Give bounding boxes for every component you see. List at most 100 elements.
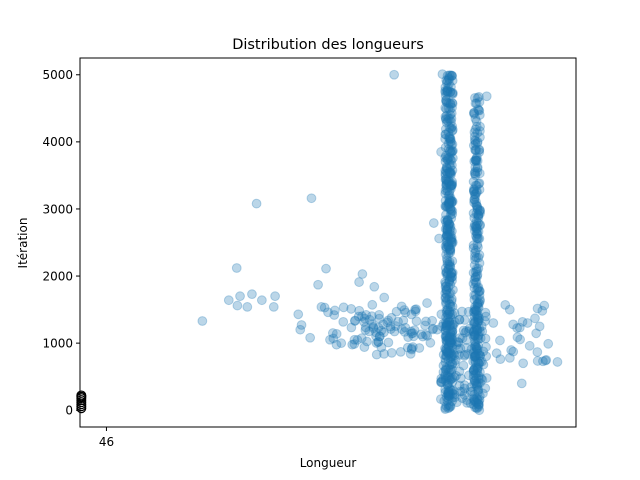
data-point [443,241,454,252]
data-point [441,163,452,173]
data-point [446,140,457,151]
data-point [475,219,485,230]
data-point [444,391,454,401]
data-point [445,154,456,165]
data-point [446,81,456,92]
data-point [480,333,491,344]
data-point [473,204,483,215]
data-point [472,356,483,367]
data-point [459,389,470,400]
data-point [457,393,468,404]
data-point [440,165,451,176]
data-point [473,330,484,341]
data-point [474,147,485,158]
data-point [473,104,483,115]
data-point [447,180,457,191]
data-point [464,326,474,337]
data-point [470,357,481,368]
data-point [481,373,492,383]
data-point [440,241,451,252]
data-point [473,242,483,253]
data-point [461,342,472,353]
data-point [338,302,349,313]
data-point [446,268,457,278]
data-point [440,91,451,101]
data-point [447,377,458,387]
data-point [504,353,515,363]
data-point [441,286,452,296]
data-point [441,344,451,355]
data-point [449,358,460,369]
data-point [399,305,410,315]
data-point [406,326,416,337]
data-point [473,334,484,345]
data-point [428,218,439,228]
data-point [295,324,306,335]
data-point [468,393,479,404]
data-point [470,369,481,379]
data-point [470,290,481,300]
data-point [446,338,457,349]
data-point [441,217,451,228]
data-point [443,83,453,94]
data-point [473,371,484,381]
data-point [471,321,482,332]
data-point [443,378,454,389]
data-point [465,398,476,409]
data-point [508,346,519,357]
data-point [437,321,447,332]
data-point [383,337,394,348]
data-point [446,167,456,178]
data-point [445,279,456,290]
data-point [447,176,458,187]
data-point [442,236,453,247]
data-point [470,191,481,202]
data-point [472,266,482,277]
data-point [458,325,469,336]
data-point [364,314,375,325]
data-point [327,328,338,338]
data-point [442,220,452,231]
data-point [444,373,455,383]
data-point [446,108,457,119]
data-point [474,258,485,269]
data-point [373,322,384,333]
data-point [443,144,454,154]
data-point [445,348,456,358]
data-point [447,98,458,108]
data-point [470,170,481,181]
data-point [444,167,454,178]
data-point [445,272,456,283]
data-point [444,367,455,378]
data-point [443,317,453,328]
data-point [442,271,453,281]
data-point [472,166,483,177]
data-point [441,244,452,254]
data-point [469,212,480,223]
data-point [444,345,455,356]
data-point [447,272,458,282]
data-point [436,373,447,384]
data-point [469,290,480,301]
data-point [442,224,452,235]
data-point [469,351,480,362]
data-point [475,121,485,132]
data-point [470,394,480,405]
data-point [438,318,449,329]
data-point [443,197,454,208]
data-point [444,316,455,327]
data-point [445,182,456,192]
data-point [445,401,456,412]
data-point [508,319,519,330]
data-point [534,321,545,332]
data-point [442,226,453,237]
data-point [325,334,335,345]
data-point [476,356,487,367]
data-point [438,360,449,371]
data-point [474,105,485,116]
data-point [247,289,257,300]
data-point [471,263,482,274]
data-point [443,282,454,293]
data-point [446,294,457,304]
data-point [446,70,457,81]
